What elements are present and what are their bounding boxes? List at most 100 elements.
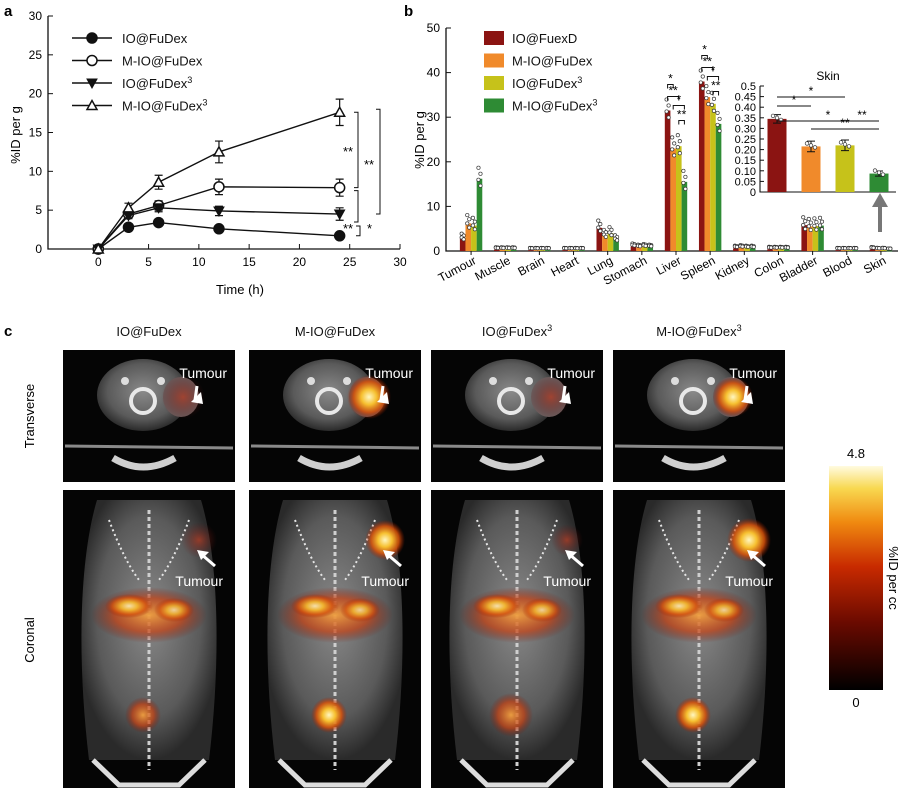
chart-b-inset-ytick-label: 0.10	[735, 166, 756, 178]
chart-b-ytick-label: 50	[427, 21, 441, 35]
chart-b-dot	[706, 90, 711, 95]
tumour-arrow	[743, 385, 749, 401]
chart-b-inset-dot	[808, 143, 814, 148]
chart-a-ytick-label: 10	[29, 164, 43, 178]
chart-b-sig-label: *	[676, 93, 681, 107]
chart-a-sig-bracket	[354, 111, 359, 189]
chart-a-ytick-label: 0	[35, 242, 42, 256]
chart-b-dot	[709, 102, 715, 107]
scan-vertebra	[315, 387, 343, 415]
scan-liver-hotspot	[291, 594, 339, 618]
scan-bone	[489, 377, 497, 385]
chart-b-bar	[459, 238, 466, 251]
chart-a-sig-label: **	[343, 144, 353, 159]
chart-b-inset-sig-label: *	[809, 84, 814, 98]
chart-a-ytick-label: 15	[29, 126, 43, 140]
chart-b-dot	[785, 245, 790, 250]
chart-b-dot	[672, 153, 677, 158]
chart-b-dot	[769, 245, 774, 250]
chart-b-dot	[495, 245, 500, 251]
chart-a-xtick-label: 10	[192, 255, 206, 269]
chart-a-xtick-label: 25	[343, 255, 357, 269]
chart-a-significance: ****** *	[343, 108, 381, 237]
chart-b-ytick-label: 20	[427, 155, 441, 169]
chart-b-inset-dot	[872, 168, 878, 173]
chart-b-ylabel: %ID per g	[412, 111, 427, 169]
chart-b-bar	[567, 250, 574, 251]
chart-b-dot	[564, 246, 569, 251]
chart-a-legend-marker	[86, 54, 98, 67]
chart-b-bars	[459, 68, 893, 252]
chart-b-dot	[808, 220, 813, 225]
chart-a-point	[92, 242, 105, 254]
chart-b-dot	[871, 245, 876, 250]
chart-b-inset-dot	[838, 140, 844, 145]
chart-b-bar	[715, 123, 722, 251]
chart-b-xtick-label: Tumour	[436, 253, 479, 285]
chart-b-inset-dot	[804, 141, 810, 146]
chart-b-bar	[465, 223, 472, 251]
chart-b-dot	[706, 102, 711, 107]
chart-b-inset-ytick-label: 0.5	[741, 81, 756, 93]
chart-b-inset-ytick-label: 0.05	[735, 176, 756, 188]
scan-bone	[525, 377, 533, 385]
chart-a-xtick-label: 20	[293, 255, 307, 269]
chart-a-sig-bracket	[354, 190, 359, 223]
scan-bed	[111, 454, 177, 471]
chart-b-bar	[647, 247, 654, 251]
chart-a-point	[333, 105, 346, 118]
chart-b-dot	[819, 227, 825, 232]
chart-b-sig-bracket	[672, 105, 685, 110]
chart-a-point	[212, 145, 226, 157]
imaging-panel: IO@FuDex M-IO@FuDex IO@FuDex3 M-IO@FuDex3 T…	[22, 323, 900, 788]
chart-b-dot	[806, 224, 811, 229]
chart-b-inset-dot	[846, 144, 852, 149]
chart-b-legend-label: IO@FuDex3	[512, 75, 582, 91]
chart-b-dot	[478, 183, 483, 188]
chart-b-sig-label: **	[669, 84, 679, 98]
tumour-arrow	[561, 385, 567, 401]
coronal-scan-2: Tumour	[249, 490, 421, 788]
chart-b-bar	[812, 226, 819, 251]
chart-a-point	[122, 221, 135, 234]
chart-b-bar	[528, 250, 534, 251]
chart-b-dot	[704, 96, 709, 101]
scan-tumour-signal	[531, 377, 571, 417]
colorbar: 4.8 0 %ID per cc	[829, 446, 900, 710]
chart-b-dot	[812, 223, 817, 228]
chart-b-bar	[767, 249, 773, 251]
chart-a-point	[333, 181, 346, 194]
chart-b-legend-swatch	[484, 53, 504, 68]
chart-b-dot	[546, 246, 551, 251]
chart-a-series-line	[97, 186, 340, 250]
chart-b-dot	[465, 221, 470, 226]
scan-pelvis	[459, 758, 575, 788]
tumour-arrowhead	[383, 550, 395, 560]
chart-b-dot	[842, 246, 848, 251]
scan-bone	[671, 377, 679, 385]
chart-a-point	[333, 230, 346, 242]
chart-b-dot	[541, 246, 546, 251]
chart-b-dot	[664, 109, 669, 114]
scan-table	[614, 444, 784, 450]
chart-b-sig-bracket	[701, 67, 714, 72]
chart-b-bar	[698, 81, 705, 252]
imaging-column-header: M-IO@FuDex3	[656, 323, 741, 339]
chart-b-legend-swatch	[484, 31, 504, 45]
tumour-arrowhead	[377, 392, 389, 404]
chart-b-dot	[882, 246, 887, 251]
scan-body	[97, 359, 189, 431]
chart-a-axes: 0 5 10 15 20 25 30 0 5 10 15 20 25 30	[29, 9, 407, 269]
chart-b-dot	[746, 244, 751, 249]
chart-b-bar	[596, 227, 603, 251]
chart-b-dot	[681, 180, 686, 185]
chart-b-dot	[598, 222, 603, 227]
chart-b-dot	[476, 177, 481, 182]
chart-b-dot	[803, 226, 808, 232]
chart-b-xtick-label: Blood	[820, 253, 854, 280]
chart-b-sig-bracket	[706, 76, 720, 81]
chart-a-legend-marker	[86, 32, 98, 44]
chart-b-dot	[774, 245, 779, 250]
tumour-arrowhead	[741, 392, 753, 404]
chart-b-dot	[801, 223, 806, 228]
